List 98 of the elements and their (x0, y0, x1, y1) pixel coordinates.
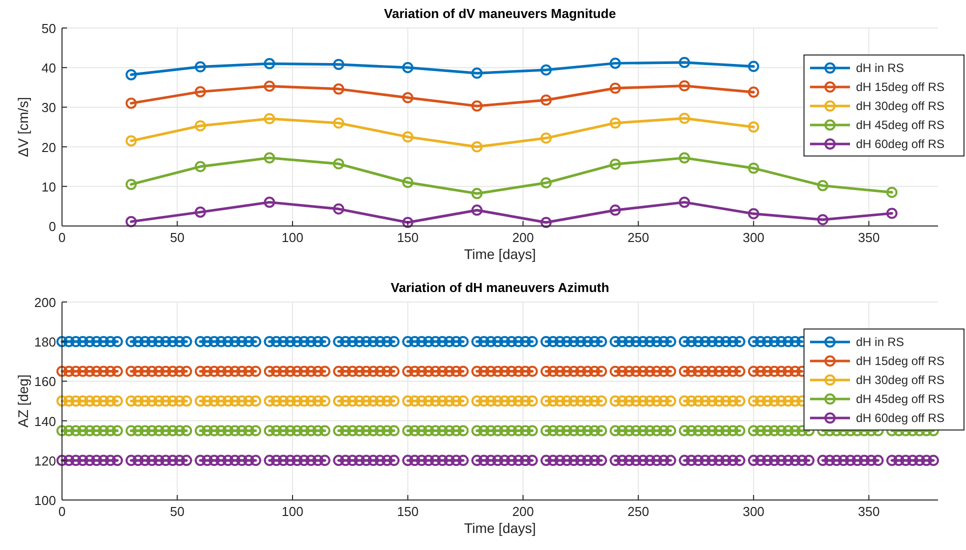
y-tick-label: 160 (34, 374, 56, 390)
point (678, 152, 690, 164)
point (678, 196, 690, 208)
legend-label: dH 60deg off RS (856, 137, 945, 151)
y-tick-label: 50 (42, 21, 56, 36)
point (126, 98, 137, 109)
point (126, 216, 137, 228)
legend-label: dH 15deg off RS (856, 80, 945, 94)
point (264, 113, 276, 124)
chart-title: Variation of dH maneuvers Azimuth (390, 280, 610, 295)
x-tick-label: 50 (170, 504, 184, 519)
legend-label: dH 60deg off RS (856, 411, 945, 425)
point (264, 80, 276, 92)
y-tick-label: 10 (42, 179, 56, 194)
point (540, 64, 552, 76)
point (402, 131, 414, 142)
point (333, 203, 344, 215)
point (886, 186, 898, 198)
x-tick-label: 150 (396, 230, 419, 245)
x-tick-label: 0 (58, 504, 66, 519)
y-tick-label: 120 (34, 453, 56, 468)
legend-label: dH 45deg off RS (856, 118, 945, 132)
x-tick-label: 350 (858, 504, 880, 519)
x-tick-label: 350 (858, 230, 880, 245)
point (402, 62, 414, 74)
legend-label: dH in RS (856, 61, 904, 75)
point (886, 208, 898, 219)
point (264, 196, 276, 208)
point (333, 58, 344, 70)
legend-label: dH 30deg off RS (856, 99, 945, 113)
legend-label: dH in RS (856, 335, 904, 349)
legend-label: dH 15deg off RS (856, 354, 945, 368)
point (402, 216, 414, 228)
x-tick-label: 250 (627, 230, 650, 245)
point (194, 120, 206, 132)
y-axis-title: ΔV [cm/s] (15, 97, 31, 157)
point (817, 214, 828, 226)
x-tick-label: 300 (742, 230, 764, 245)
y-tick-label: 40 (42, 60, 56, 76)
point (471, 204, 483, 216)
x-tick-label: 100 (282, 504, 304, 519)
point (748, 208, 760, 220)
point (610, 117, 621, 129)
x-tick-label: 0 (58, 230, 66, 245)
point (402, 176, 414, 188)
point (471, 68, 483, 79)
point (333, 158, 344, 170)
y-tick-label: 0 (48, 219, 56, 234)
chart-title: Variation of dV maneuvers Magnitude (384, 6, 616, 21)
point (126, 135, 137, 146)
y-tick-label: 100 (34, 493, 56, 508)
y-tick-label: 20 (42, 140, 56, 155)
legend-label: dH 45deg off RS (856, 392, 945, 406)
point (817, 180, 828, 192)
y-axis-title: AZ [deg] (15, 374, 31, 428)
point (540, 216, 552, 228)
y-tick-label: 140 (34, 414, 56, 429)
point (333, 117, 344, 129)
point (748, 86, 760, 98)
point (540, 177, 552, 188)
x-axis-title: Time [days] (464, 246, 536, 262)
y-tick-label: 200 (34, 295, 56, 310)
point (748, 60, 760, 72)
x-tick-label: 200 (512, 230, 534, 245)
point (402, 92, 414, 104)
point (471, 100, 483, 112)
point (610, 204, 621, 216)
y-tick-label: 30 (42, 100, 56, 116)
point (264, 152, 276, 164)
point (264, 58, 276, 70)
point (540, 132, 552, 144)
point (194, 206, 206, 218)
point (126, 178, 137, 190)
x-tick-label: 150 (396, 504, 419, 519)
point (194, 61, 206, 72)
x-tick-label: 300 (742, 504, 764, 519)
point (610, 158, 621, 170)
legend-label: dH 30deg off RS (856, 373, 945, 387)
point (540, 94, 552, 106)
point (678, 56, 690, 68)
point (126, 69, 137, 80)
point (678, 112, 690, 124)
point (471, 141, 483, 152)
point (333, 83, 344, 95)
point (748, 121, 760, 133)
x-tick-label: 200 (512, 504, 534, 519)
x-tick-label: 100 (282, 230, 304, 245)
point (678, 80, 690, 92)
x-tick-label: 250 (627, 504, 650, 519)
point (748, 162, 760, 174)
x-tick-label: 50 (170, 230, 184, 245)
point (610, 82, 621, 94)
y-tick-label: 180 (34, 334, 56, 350)
point (194, 161, 206, 172)
point (610, 58, 621, 69)
point (194, 86, 206, 98)
point (471, 188, 483, 200)
x-axis-title: Time [days] (464, 520, 536, 536)
